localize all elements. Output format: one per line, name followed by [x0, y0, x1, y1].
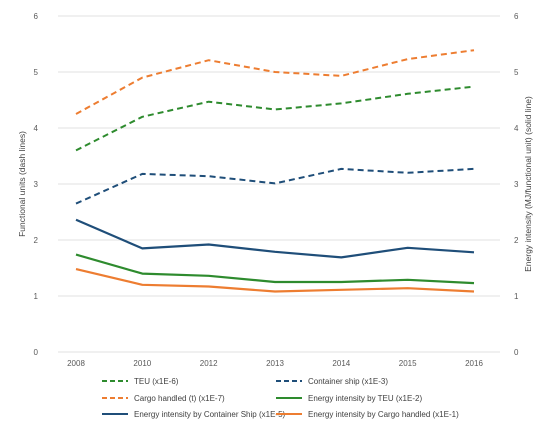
right-y-tick-label: 1 [514, 292, 519, 301]
right-y-tick-label: 6 [514, 12, 519, 21]
left-y-tick-label: 1 [34, 292, 39, 301]
legend-label: Container ship (x1E-3) [308, 377, 388, 386]
x-tick-label: 2016 [465, 359, 483, 368]
legend-label: Energy intensity by Cargo handled (x1E-1… [308, 410, 459, 419]
x-tick-label: 2008 [67, 359, 85, 368]
series-line-6 [75, 268, 475, 293]
legend-item-4: Energy intensity by TEU (x1E-2) [276, 394, 422, 403]
left-y-tick-label: 5 [34, 68, 39, 77]
gridlines [58, 15, 500, 353]
x-tick-label: 2012 [200, 359, 218, 368]
left-y-tick-label: 6 [34, 12, 39, 21]
right-y-tick-label: 0 [514, 348, 519, 357]
x-tick-label: 2010 [133, 359, 151, 368]
series-line-1 [75, 85, 475, 152]
left-y-tick-label: 0 [34, 348, 39, 357]
legend-label: Energy intensity by TEU (x1E-2) [308, 394, 422, 403]
x-tick-label: 2013 [266, 359, 284, 368]
legend-label: Cargo handled (t) (x1E-7) [134, 394, 225, 403]
left-axis-title: Functional units (dash lines) [17, 131, 27, 237]
legend-item-5: Energy intensity by Container Ship (x1E-… [102, 410, 286, 419]
legend-item-6: Energy intensity by Cargo handled (x1E-1… [276, 410, 459, 419]
right-y-axis-ticks: 0 1 2 3 4 5 6 [514, 12, 519, 357]
left-y-tick-label: 4 [34, 124, 39, 133]
series-line-2 [75, 167, 475, 205]
left-y-tick-label: 3 [34, 180, 39, 189]
right-y-tick-label: 3 [514, 180, 519, 189]
right-y-tick-label: 2 [514, 236, 519, 245]
legend-label: TEU (x1E-6) [134, 377, 179, 386]
legend-item-1: TEU (x1E-6) [102, 377, 179, 386]
left-y-tick-label: 2 [34, 236, 39, 245]
legend-label: Energy intensity by Container Ship (x1E-… [134, 410, 286, 419]
legend: TEU (x1E-6) Container ship (x1E-3) Cargo h… [102, 377, 459, 419]
x-tick-label: 2014 [332, 359, 350, 368]
series-line-5 [75, 218, 475, 259]
legend-item-3: Cargo handled (t) (x1E-7) [102, 394, 225, 403]
x-tick-label: 2015 [399, 359, 417, 368]
legend-item-2: Container ship (x1E-3) [276, 377, 388, 386]
right-y-tick-label: 4 [514, 124, 519, 133]
series-line-4 [75, 253, 475, 285]
right-y-tick-label: 5 [514, 68, 519, 77]
x-axis-ticks: 2008 2010 2012 2013 2014 2015 2016 [67, 359, 483, 368]
series-line-3 [75, 49, 475, 115]
left-y-axis-ticks: 0 1 2 3 4 5 6 [34, 12, 39, 357]
right-axis-title: Energy intensity (MJ/functional unit) (s… [523, 96, 533, 272]
series-lines [75, 49, 475, 293]
